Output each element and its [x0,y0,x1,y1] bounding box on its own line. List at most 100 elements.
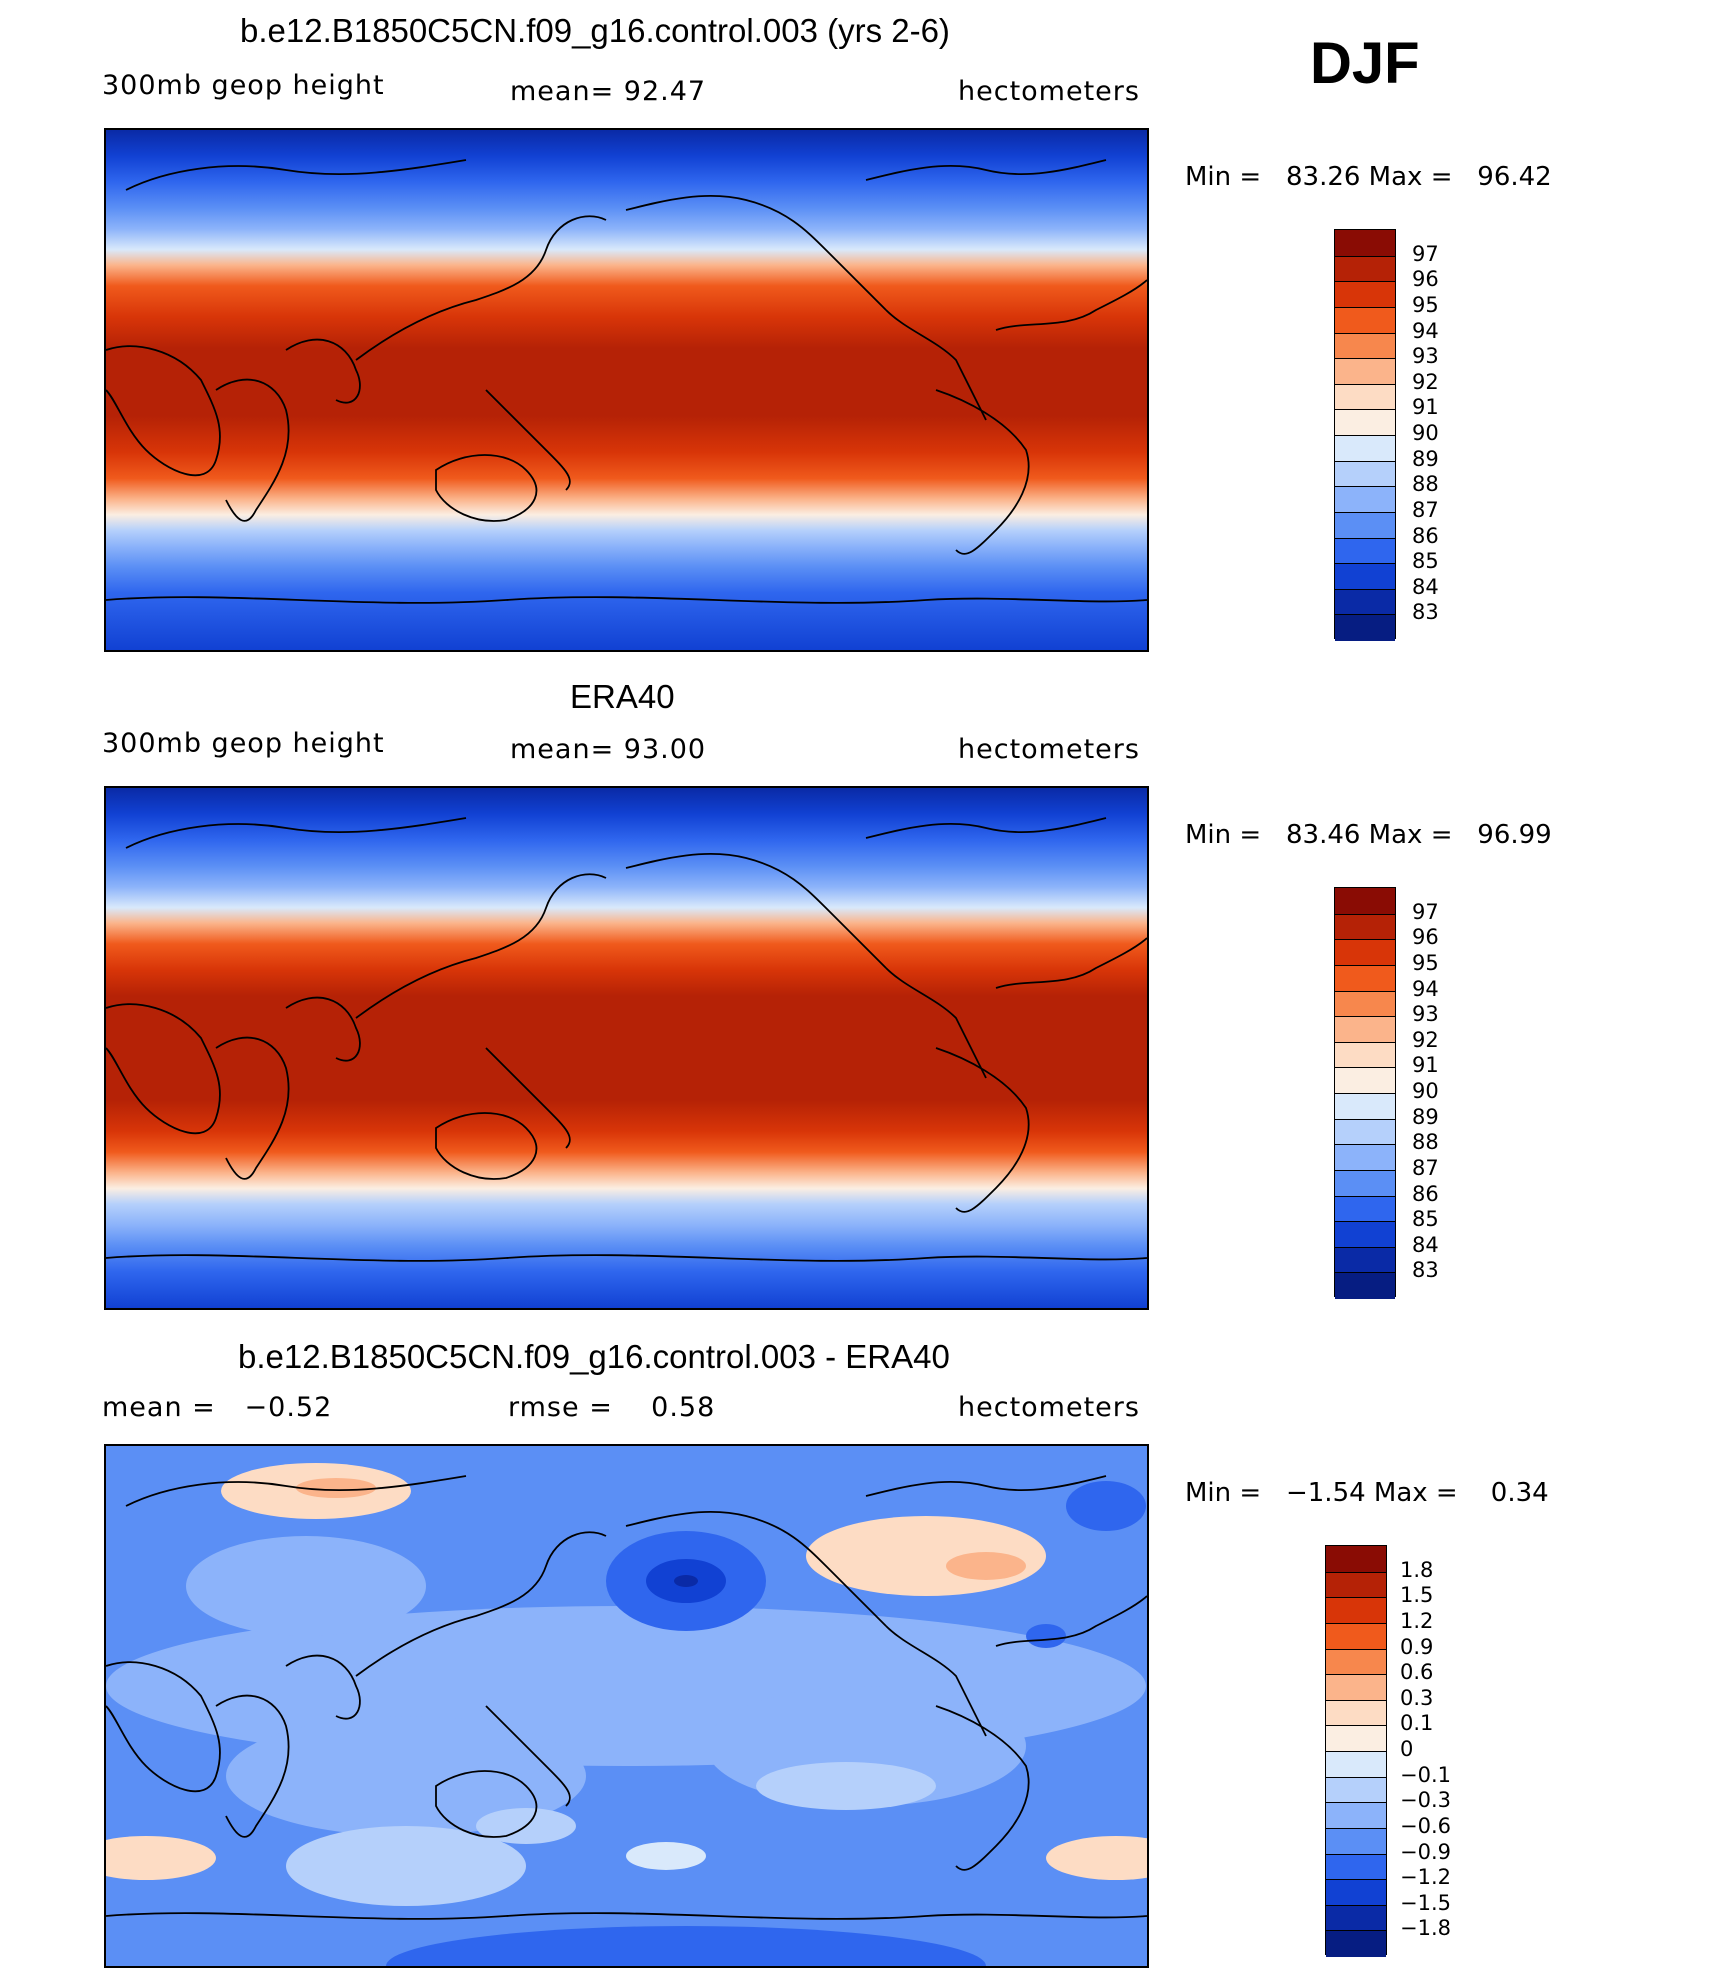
panel-1-map-svg [106,130,1147,650]
panel-2-mean-label: mean= 93.00 [510,734,707,765]
panel-2-min-max: Min = 83.46 Max = 96.99 [1185,820,1552,850]
panel-1-mean-label: mean= 92.47 [510,76,707,107]
colorbar-swatch [1335,614,1395,641]
colorbar-tick-label: −1.5 [1400,1890,1451,1915]
colorbar-swatch [1326,1725,1386,1752]
colorbar-tick-label: 87 [1412,497,1439,522]
colorbar-swatch [1335,409,1395,436]
colorbar-swatch [1326,1930,1386,1957]
panel-2-units-label: hectometers [958,734,1140,765]
colorbar-swatch [1326,1879,1386,1906]
colorbar-tick-label: 86 [1412,1181,1439,1206]
colorbar-swatch [1335,1041,1395,1068]
panel-1-min-max: Min = 83.26 Max = 96.42 [1185,162,1552,192]
colorbar-tick-label: 87 [1412,1155,1439,1180]
colorbar-tick-label: 94 [1412,976,1439,1001]
panel-3-colorbar [1325,1545,1387,1957]
colorbar-swatch [1335,588,1395,615]
panel-3-rmse-label: rmse = 0.58 [508,1392,716,1423]
panel-1-colorbar-swatches [1334,229,1396,641]
season-label: DJF [1310,31,1420,96]
colorbar-swatch [1335,1169,1395,1196]
colorbar-tick-label: 95 [1412,950,1439,975]
panel-3-colorbar-swatches [1325,1545,1387,1957]
panel-3-mean-label: mean = −0.52 [102,1392,333,1423]
colorbar-tick-label: −0.6 [1400,1813,1451,1838]
colorbar-tick-label: 89 [1412,446,1439,471]
coastlines [106,817,1147,1262]
colorbar-swatch [1335,383,1395,410]
colorbar-swatch [1335,281,1395,308]
colorbar-tick-label: −0.3 [1400,1788,1451,1813]
panel-3-units-label: hectometers [958,1392,1140,1423]
colorbar-swatch [1326,1776,1386,1803]
colorbar-swatch [1335,888,1395,915]
colorbar-swatch [1335,332,1395,359]
colorbar-swatch [1335,1093,1395,1120]
colorbar-tick-label: 97 [1412,241,1439,266]
colorbar-swatch [1335,230,1395,257]
colorbar-swatch [1335,1246,1395,1273]
colorbar-tick-label: 96 [1412,925,1439,950]
coastlines [106,1475,1147,1920]
colorbar-tick-label: 84 [1412,574,1439,599]
colorbar-swatch [1326,1571,1386,1598]
colorbar-swatch [1335,964,1395,991]
panel-1-left-label: 300mb geop height [102,70,385,101]
colorbar-swatch [1326,1853,1386,1880]
panel-2-map-svg [106,788,1147,1308]
panel-2-colorbar-labels: 97 96 95 94 93 92 91 90 89 88 87 86 85 84 83 [1412,887,1492,1297]
colorbar-swatch [1326,1904,1386,1931]
coastlines [106,159,1147,604]
colorbar-tick-label: −1.2 [1400,1865,1451,1890]
colorbar-tick-label: 94 [1412,318,1439,343]
colorbar-swatch [1335,486,1395,513]
colorbar-tick-label: 91 [1412,1053,1439,1078]
colorbar-swatch [1326,1546,1386,1573]
colorbar-tick-label: 0.1 [1400,1711,1434,1736]
colorbar-swatch [1326,1622,1386,1649]
panel-2-title: ERA40 [570,678,675,715]
colorbar-swatch [1335,460,1395,487]
panel-2-map [104,786,1149,1310]
panel-3-map [104,1444,1149,1968]
colorbar-swatch [1335,1067,1395,1094]
panel-1-colorbar [1334,229,1396,641]
colorbar-swatch [1326,1597,1386,1624]
panel-3-title: b.e12.B1850C5CN.f09_g16.control.003 - ER… [238,1338,950,1375]
colorbar-swatch [1335,1195,1395,1222]
colorbar-swatch [1326,1699,1386,1726]
colorbar-tick-label: 1.5 [1400,1583,1434,1608]
colorbar-tick-label: 86 [1412,523,1439,548]
panel-1-title: b.e12.B1850C5CN.f09_g16.control.003 (yrs… [240,12,950,49]
colorbar-tick-label: 88 [1412,1130,1439,1155]
colorbar-swatch [1335,990,1395,1017]
colorbar-tick-label: 0.6 [1400,1660,1434,1685]
panel-3-map-svg [106,1446,1147,1966]
colorbar-swatch [1335,435,1395,462]
colorbar-tick-label: 92 [1412,1027,1439,1052]
colorbar-tick-label: 97 [1412,899,1439,924]
panel-1-units-label: hectometers [958,76,1140,107]
colorbar-swatch [1335,358,1395,385]
panel-3-min-max: Min = −1.54 Max = 0.34 [1185,1478,1549,1508]
colorbar-tick-label: 1.2 [1400,1608,1434,1633]
colorbar-swatch [1335,913,1395,940]
panel-1-colorbar-labels: 97 96 95 94 93 92 91 90 89 88 87 86 85 84 83 [1412,229,1492,639]
colorbar-swatch [1335,939,1395,966]
panel-2-colorbar [1334,887,1396,1299]
colorbar-tick-label: 0.9 [1400,1634,1434,1659]
colorbar-tick-label: 93 [1412,344,1439,369]
colorbar-tick-label: 83 [1412,1258,1439,1283]
colorbar-tick-label: 0 [1400,1737,1414,1761]
panel-3-colorbar-labels: 1.8 1.5 1.2 0.9 0.6 0.3 0.1 0 −0.1 −0.3 −0.6 −0.9 −1… [1400,1545,1480,1955]
colorbar-tick-label: −1.8 [1400,1916,1451,1941]
colorbar-tick-label: 96 [1412,267,1439,292]
colorbar-swatch [1326,1827,1386,1854]
panel-2-left-label: 300mb geop height [102,728,385,759]
panel-1-map [104,128,1149,652]
colorbar-swatch [1335,511,1395,538]
colorbar-tick-label: 93 [1412,1002,1439,1027]
colorbar-tick-label: 1.8 [1400,1557,1434,1582]
colorbar-swatch [1326,1648,1386,1675]
